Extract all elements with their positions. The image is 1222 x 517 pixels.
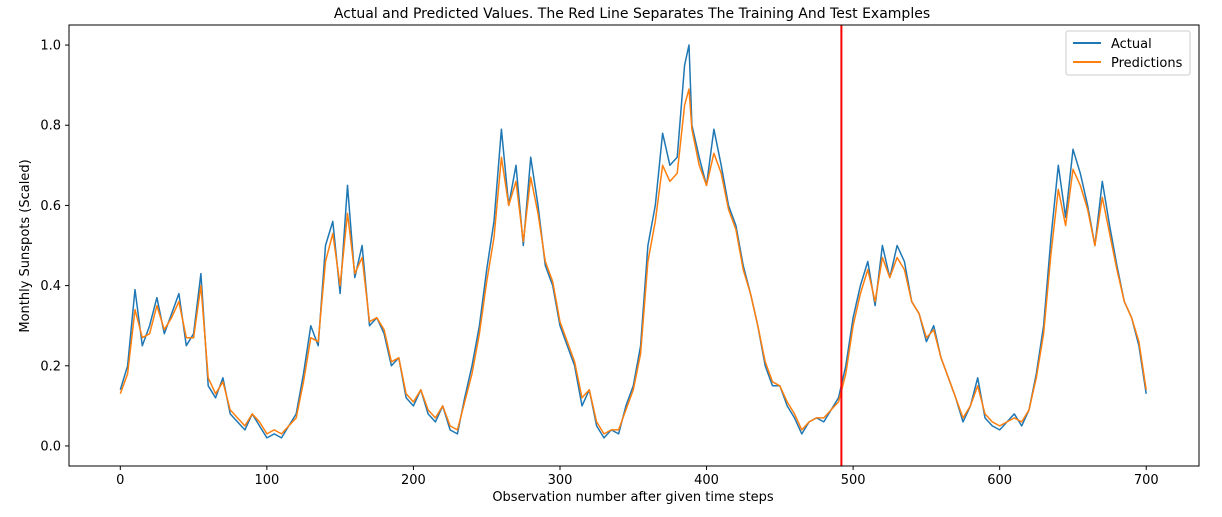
y-tick-label: 0.2 <box>40 359 61 374</box>
y-tick-label: 0.4 <box>40 279 61 294</box>
x-axis-label: Observation number after given time step… <box>492 490 774 505</box>
plot-frame <box>68 24 1200 467</box>
series-line-actual <box>119 44 1147 439</box>
x-tick-label: 0 <box>116 473 124 488</box>
plot-area <box>119 25 1147 466</box>
chart-title: Actual and Predicted Values. The Red Lin… <box>334 6 930 22</box>
legend-label-predictions: Predictions <box>1111 56 1183 71</box>
x-tick-label: 500 <box>841 473 866 488</box>
y-tick-label: 0.6 <box>40 199 61 214</box>
y-axis-label: Monthly Sunspots (Scaled) <box>18 159 33 332</box>
legend: Actual Predictions <box>1065 30 1191 76</box>
series-line-predictions <box>119 88 1147 435</box>
x-tick-label: 400 <box>694 473 719 488</box>
x-axis: 0 100 200 300 400 500 600 700 <box>116 466 1159 488</box>
x-tick-label: 100 <box>254 473 279 488</box>
y-tick-label: 0.0 <box>40 439 61 454</box>
legend-label-actual: Actual <box>1111 37 1152 52</box>
x-tick-label: 300 <box>548 473 573 488</box>
y-axis: 0.0 0.2 0.4 0.6 0.8 1.0 <box>40 39 69 454</box>
y-tick-label: 1.0 <box>40 39 61 54</box>
x-tick-label: 600 <box>987 473 1012 488</box>
y-tick-label: 0.8 <box>40 119 61 134</box>
x-tick-label: 700 <box>1134 473 1159 488</box>
x-tick-label: 200 <box>401 473 426 488</box>
